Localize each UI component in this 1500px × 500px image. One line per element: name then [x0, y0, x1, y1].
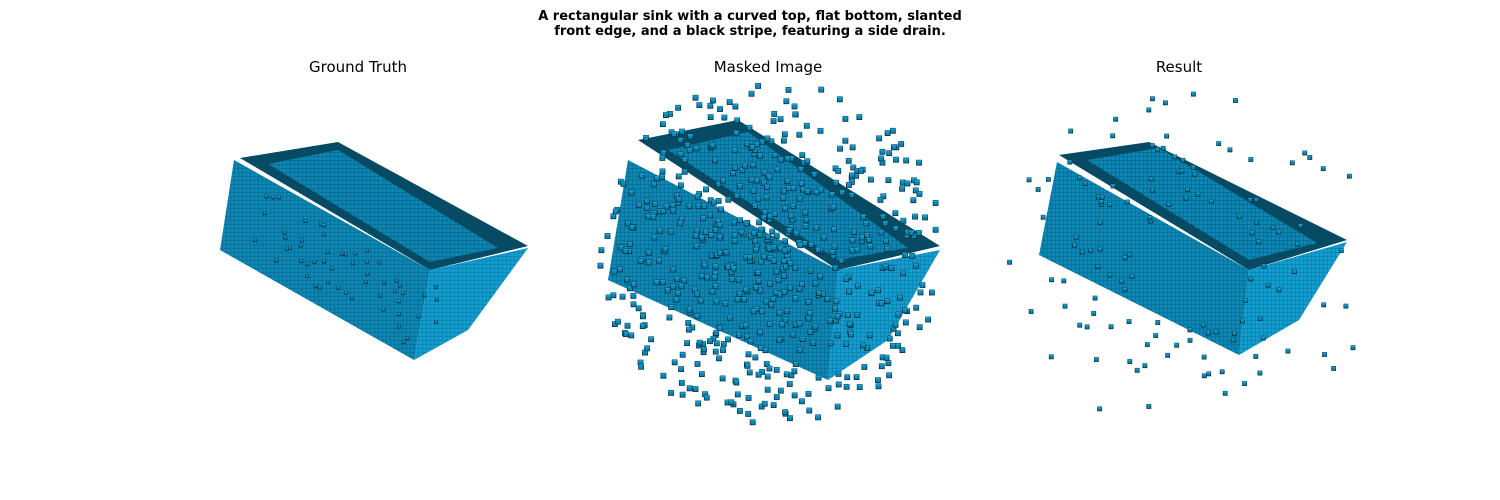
figure-title-line-1: A rectangular sink with a curved top, fl…	[538, 9, 962, 24]
panel-ground-truth: Ground Truth	[178, 58, 538, 438]
sink-front-grid	[1039, 162, 1249, 355]
result-voxel-noise	[1007, 91, 1356, 412]
panel-masked-image: Masked Image	[588, 58, 948, 438]
sink-side-grid	[828, 250, 940, 380]
sink-basin-grid	[668, 132, 908, 260]
sink-basin-grid	[1087, 148, 1317, 260]
sink-side-grid	[1239, 242, 1347, 355]
sink-basin-grid	[268, 150, 498, 262]
masked-voxel-render	[597, 82, 940, 426]
panel-title-ground-truth: Ground Truth	[309, 58, 407, 76]
panel-title-masked-image: Masked Image	[713, 58, 823, 76]
masked-voxel-points	[597, 82, 939, 426]
panel-title-result: Result	[1155, 58, 1203, 76]
figure-title: A rectangular sink with a curved top, fl…	[0, 9, 1500, 39]
ground-truth-voxel-noise	[252, 194, 439, 345]
panel-result: Result	[999, 58, 1359, 438]
figure-title-line-2: front edge, and a black stripe, featurin…	[554, 24, 946, 39]
ground-truth-voxel-render	[220, 142, 528, 360]
result-voxel-render	[1007, 91, 1356, 412]
sink-side-grid	[414, 248, 528, 360]
